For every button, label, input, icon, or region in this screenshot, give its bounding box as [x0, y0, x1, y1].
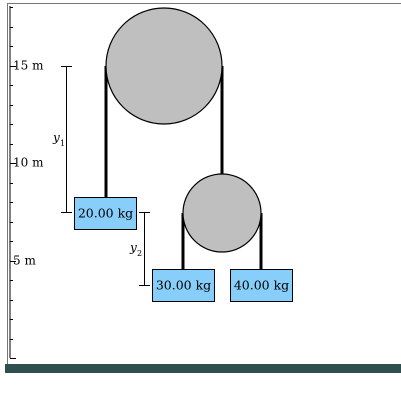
ropes	[104, 66, 263, 269]
mass-box[interactable]	[152, 269, 215, 302]
small-pulley	[182, 173, 262, 253]
mass-box[interactable]	[74, 197, 137, 230]
mass-label: 30.00 kg	[156, 278, 211, 293]
big-pulley	[105, 7, 223, 125]
dimension-y2	[139, 212, 150, 286]
ruler-label: 10 m	[13, 156, 44, 170]
ruler-label: 5 m	[13, 254, 36, 268]
mass-label: 40.00 kg	[234, 278, 289, 293]
dimension-subscript: 2	[137, 249, 142, 258]
dimension-subscript: 1	[60, 139, 65, 148]
ruler-label: 15 m	[13, 59, 44, 73]
dimension-symbol: y	[129, 241, 137, 255]
dimension-symbol: y	[52, 131, 60, 145]
mass-box[interactable]	[230, 269, 293, 302]
ground	[5, 364, 401, 373]
ruler: 15 m 10 m 5 m	[9, 6, 44, 359]
dimension-y1	[61, 66, 72, 213]
mass-label: 20.00 kg	[78, 206, 133, 221]
